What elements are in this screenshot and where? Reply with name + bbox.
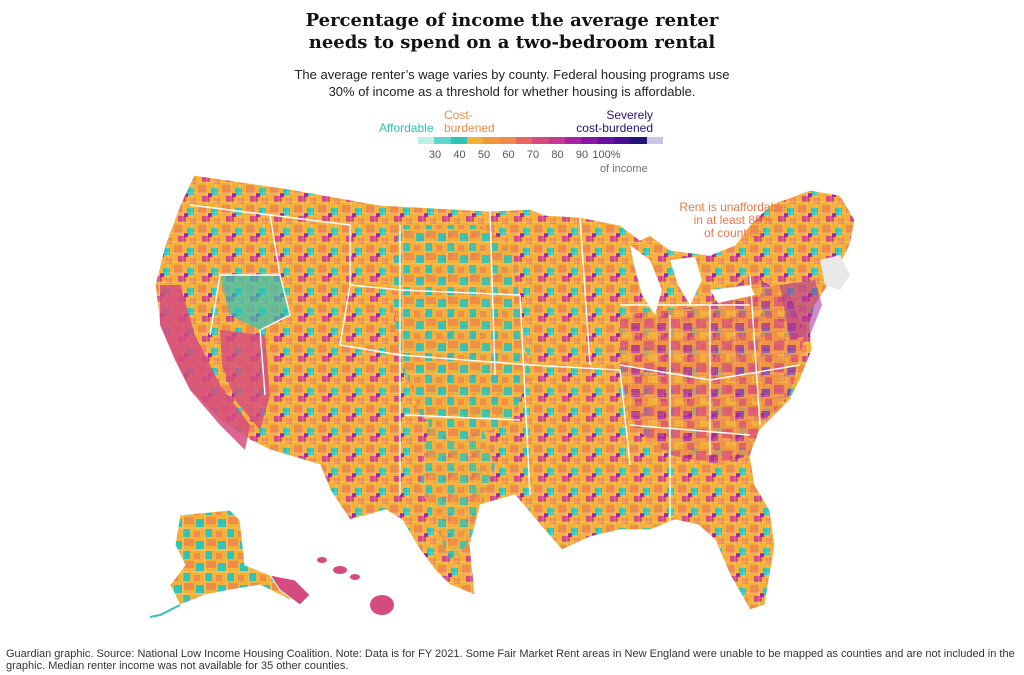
legend-tick-2: 50 <box>477 149 491 161</box>
map-annotation: Rent is unaffordable in at least 85% of … <box>678 201 788 240</box>
east-region <box>620 275 805 465</box>
alaska-shape <box>169 509 301 606</box>
subtitle-line-1: The average renter’s wage varies by coun… <box>294 67 730 82</box>
legend-cost-burdened-line-2: burdened <box>444 121 495 135</box>
chart-title: Percentage of income the average renter … <box>0 10 1024 54</box>
legend-swatch-14 <box>646 137 663 144</box>
legend-cost-burdened-label: Cost- burdened <box>444 109 495 135</box>
legend-cost-burdened-line-1: Cost- <box>444 108 473 122</box>
legend-severe-line-2: cost-burdened <box>576 121 653 135</box>
annotation-line-1: Rent is unaffordable <box>679 200 787 214</box>
us-county-map <box>149 165 890 625</box>
legend-swatch-0 <box>418 137 435 144</box>
legend-severe-line-1: Severely <box>606 108 653 122</box>
legend-swatch-12 <box>613 137 631 144</box>
great-lakes <box>630 245 755 315</box>
legend-tick-3: 60 <box>502 149 515 161</box>
plains-region <box>390 225 530 440</box>
hawaii-shape <box>317 557 394 615</box>
legend-severe-label: Severely cost-burdened <box>573 109 653 135</box>
legend-color-scale <box>418 137 663 144</box>
legend-tick-6: 90 <box>575 149 589 161</box>
state-borders <box>189 204 801 525</box>
legend-tick-1: 40 <box>453 149 466 161</box>
nevada-region <box>220 330 270 430</box>
legend-swatch-5 <box>499 137 516 144</box>
legend-swatch-4 <box>483 137 500 144</box>
legend-tick-5: 80 <box>551 149 564 161</box>
title-line-2: needs to spend on a two-bedroom rental <box>308 32 716 53</box>
annotation-line-3: of counties <box>703 226 763 240</box>
legend-ticks: 30 40 50 60 70 80 90 100% <box>418 149 663 163</box>
new-england-gap <box>820 255 850 290</box>
legend-swatch-1 <box>434 137 451 144</box>
legend-swatch-3 <box>466 137 484 144</box>
legend-swatch-11 <box>597 137 614 144</box>
title-line-1: Percentage of income the average renter <box>305 10 719 31</box>
legend-swatch-9 <box>564 137 582 144</box>
utah-region <box>220 275 290 330</box>
legend-swatch-13 <box>630 137 647 144</box>
source-note: Guardian graphic. Source: National Low I… <box>6 648 1015 672</box>
map-svg <box>149 174 856 618</box>
northeast-region <box>780 280 822 340</box>
legend-swatch-10 <box>581 137 598 144</box>
legend-tick-0: 30 <box>428 149 442 161</box>
legend-swatch-7 <box>532 137 549 144</box>
legend-swatch-2 <box>450 137 467 144</box>
color-legend: Affordable Cost- burdened Severely cost-… <box>376 108 666 178</box>
subtitle-line-2: 30% of income as a threshold for whether… <box>328 84 696 99</box>
chart-subtitle: The average renter’s wage varies by coun… <box>0 66 1024 100</box>
alaska-aleutians <box>149 604 181 618</box>
legend-swatch-6 <box>515 137 533 144</box>
legend-tick-7: 100% <box>592 149 621 161</box>
legend-unit: of income <box>600 163 648 175</box>
legend-swatch-8 <box>548 137 565 144</box>
west-coast-region <box>160 285 250 450</box>
annotation-line-2: in at least 85% <box>693 213 773 227</box>
legend-tick-4: 70 <box>526 149 540 161</box>
texas-region <box>420 415 495 560</box>
alaska-panhandle <box>268 574 311 606</box>
legend-affordable-label: Affordable <box>379 121 434 135</box>
